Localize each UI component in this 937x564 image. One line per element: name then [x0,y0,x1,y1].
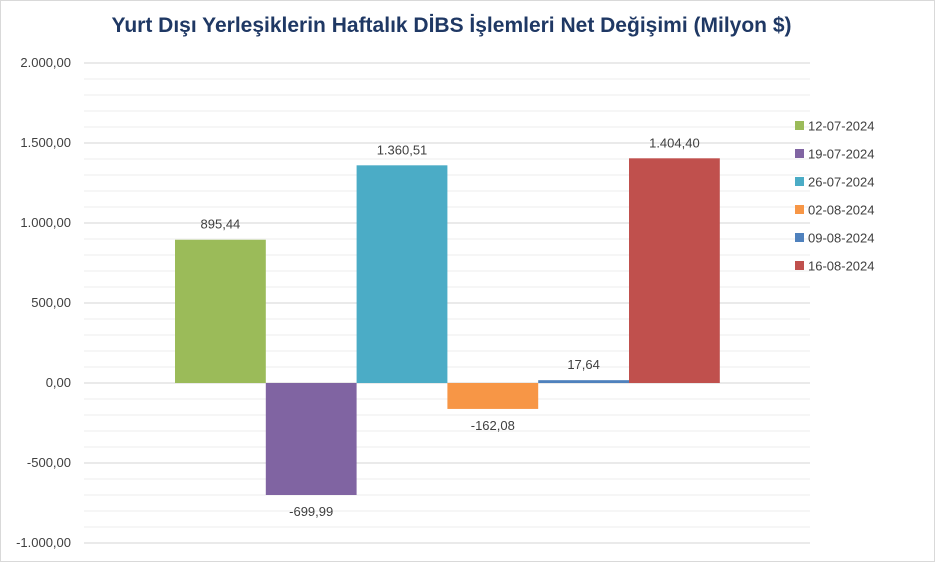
y-tick-label: 0,00 [46,375,71,390]
bar-19-07-2024 [265,383,357,495]
data-label-02-08-2024: -162,08 [471,418,515,433]
legend-label-12-07-2024: 12-07-2024 [808,119,875,134]
data-label-12-07-2024: 895,44 [201,217,241,232]
y-tick-label: 1.000,00 [20,215,71,230]
y-tick-label: 1.500,00 [20,135,71,150]
y-tick-label: 2.000,00 [20,55,71,70]
legend-label-26-07-2024: 26-07-2024 [808,175,875,190]
data-labels: 895,44 -699,99 1.360,51 -162,08 17,64 1.404,4… [201,135,700,519]
y-tick-label: -1.000,00 [16,535,71,550]
legend-swatch-02-08-2024 [795,205,804,214]
legend-label-19-07-2024: 19-07-2024 [808,147,875,162]
legend: 12-07-2024 19-07-2024 26-07-2024 02-08-2024… [795,119,875,274]
y-tick-label: -500,00 [27,455,71,470]
legend-swatch-16-08-2024 [795,261,804,270]
legend-swatch-26-07-2024 [795,177,804,186]
legend-swatch-12-07-2024 [795,121,804,130]
bar-26-07-2024 [356,165,448,383]
data-label-09-08-2024: 17,64 [567,357,600,372]
legend-label-16-08-2024: 16-08-2024 [808,259,875,274]
legend-label-02-08-2024: 02-08-2024 [808,203,875,218]
y-tick-label: 500,00 [31,295,71,310]
legend-swatch-19-07-2024 [795,149,804,158]
legend-label-09-08-2024: 09-08-2024 [808,231,875,246]
y-axis-ticks: 2.000,00 1.500,00 1.000,00 500,00 0,00 -500,0… [16,55,71,550]
data-label-26-07-2024: 1.360,51 [377,142,428,157]
bar-12-07-2024 [175,239,266,383]
data-label-16-08-2024: 1.404,40 [649,135,700,150]
data-label-19-07-2024: -699,99 [289,504,333,519]
bar-16-08-2024 [629,158,720,383]
chart-title: Yurt Dışı Yerleşiklerin Haftalık DİBS İş… [111,14,792,37]
bar-02-08-2024 [447,383,539,409]
bar-09-08-2024 [538,380,629,383]
legend-swatch-09-08-2024 [795,233,804,242]
bars [175,158,720,495]
